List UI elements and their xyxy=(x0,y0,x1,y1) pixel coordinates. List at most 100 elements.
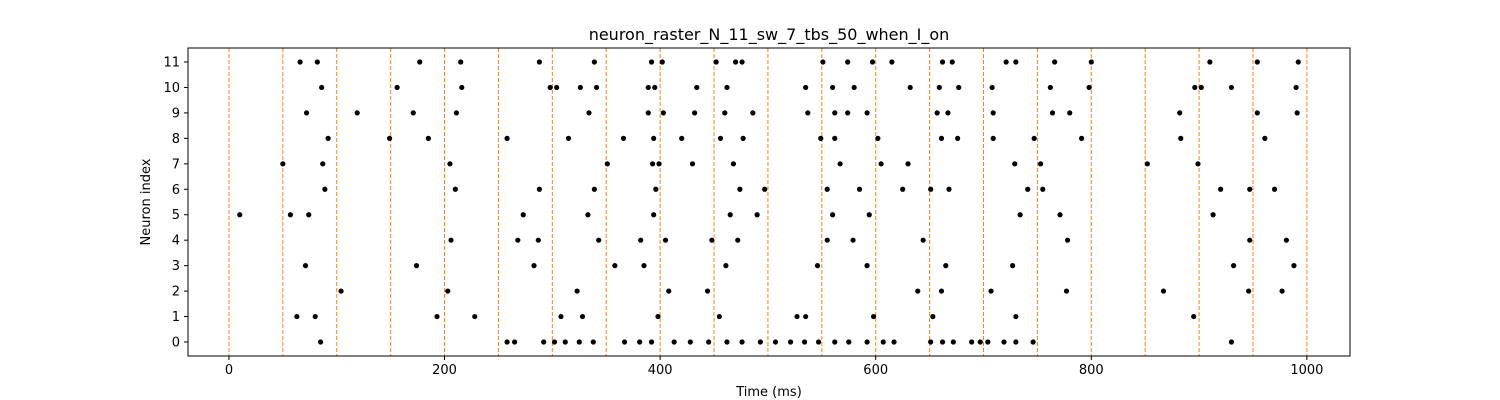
spike-point xyxy=(662,237,669,243)
spike-point xyxy=(325,135,331,141)
spike-point xyxy=(1144,161,1150,167)
spike-point xyxy=(939,59,946,65)
spike-point xyxy=(1001,339,1007,345)
spike-point xyxy=(574,288,580,294)
spike-point xyxy=(452,186,458,192)
y-tick-label: 11 xyxy=(163,56,180,71)
x-tick-label: 200 xyxy=(432,363,457,378)
spike-point xyxy=(434,313,440,320)
spike-point xyxy=(303,110,310,116)
spike-point xyxy=(1228,84,1235,91)
spike-point xyxy=(880,339,886,345)
spike-point xyxy=(306,212,312,218)
spike-point xyxy=(655,313,661,320)
spike-point xyxy=(864,339,870,345)
spike-point xyxy=(724,339,730,345)
spike-point xyxy=(472,313,478,320)
spike-point xyxy=(814,263,821,269)
spike-point xyxy=(1047,84,1053,91)
spike-point xyxy=(943,263,949,269)
spike-point xyxy=(338,288,344,294)
spike-point xyxy=(1057,212,1063,218)
spike-point xyxy=(832,135,838,141)
spike-point xyxy=(955,135,961,141)
spike-point xyxy=(990,135,996,141)
spike-point xyxy=(679,135,685,141)
spike-point xyxy=(659,59,665,65)
spike-point xyxy=(845,59,851,65)
spike-point xyxy=(593,84,600,91)
spike-point xyxy=(651,135,657,141)
spike-point xyxy=(687,339,693,345)
spike-point xyxy=(1010,263,1016,269)
spike-point xyxy=(754,212,760,218)
spike-point xyxy=(596,237,602,243)
spike-point xyxy=(1246,288,1252,294)
spike-point xyxy=(1230,263,1237,269)
y-tick-label: 1 xyxy=(172,310,180,325)
spike-point xyxy=(837,161,843,167)
spike-point xyxy=(864,110,870,116)
spike-point xyxy=(520,212,526,218)
spike-point xyxy=(645,84,651,91)
spike-point xyxy=(604,161,610,167)
spike-point xyxy=(648,339,655,345)
spike-point xyxy=(928,339,934,345)
spike-point xyxy=(445,288,451,294)
spike-point xyxy=(1210,212,1216,218)
spike-point xyxy=(730,161,737,167)
spike-point xyxy=(905,161,911,167)
spike-point xyxy=(704,288,711,294)
spike-point xyxy=(851,84,857,91)
spike-point xyxy=(1198,84,1204,91)
spike-point xyxy=(590,339,596,345)
spike-point xyxy=(1040,186,1046,192)
spike-point xyxy=(939,339,946,345)
spike-point xyxy=(410,110,416,116)
spike-point xyxy=(319,84,325,91)
spike-point xyxy=(317,339,324,345)
y-tick-label: 7 xyxy=(172,157,180,172)
spike-point xyxy=(938,288,945,294)
spike-point xyxy=(832,339,838,345)
spike-point xyxy=(1017,212,1023,218)
spike-point xyxy=(920,237,926,243)
spike-point xyxy=(864,263,870,269)
spike-point xyxy=(735,237,741,243)
spike-point xyxy=(805,110,811,116)
spike-point xyxy=(1295,59,1301,65)
spike-point xyxy=(413,263,420,269)
plot-frame xyxy=(187,47,1351,357)
spike-point xyxy=(866,212,872,218)
spike-point xyxy=(1262,135,1268,141)
spike-point xyxy=(1228,339,1235,345)
spike-point xyxy=(709,237,715,243)
spike-point xyxy=(649,161,656,167)
spike-point xyxy=(829,212,836,218)
spike-point xyxy=(689,161,696,167)
spike-point xyxy=(287,212,294,218)
spike-point xyxy=(666,288,672,294)
x-axis-ticks: 0 200 400 600 800 1000 xyxy=(225,356,1323,378)
spike-point xyxy=(1177,110,1183,116)
spike-point xyxy=(870,313,877,320)
spike-point xyxy=(579,313,586,320)
spike-point xyxy=(447,161,453,167)
y-tick-label: 10 xyxy=(163,81,180,96)
y-tick-label: 2 xyxy=(172,285,180,300)
x-axis-title: Time (ms) xyxy=(735,385,802,400)
spike-point xyxy=(818,135,824,141)
spike-point xyxy=(1283,237,1290,243)
spike-point xyxy=(1279,288,1285,294)
spike-point xyxy=(459,84,465,91)
spike-point xyxy=(907,84,913,91)
spike-point xyxy=(750,110,756,116)
spike-point xyxy=(645,110,651,116)
spike-point xyxy=(354,110,360,116)
spike-point xyxy=(1294,110,1300,116)
spike-point xyxy=(692,110,698,116)
spike-point xyxy=(915,288,921,294)
spike-point xyxy=(504,135,510,141)
spike-point xyxy=(512,339,518,345)
